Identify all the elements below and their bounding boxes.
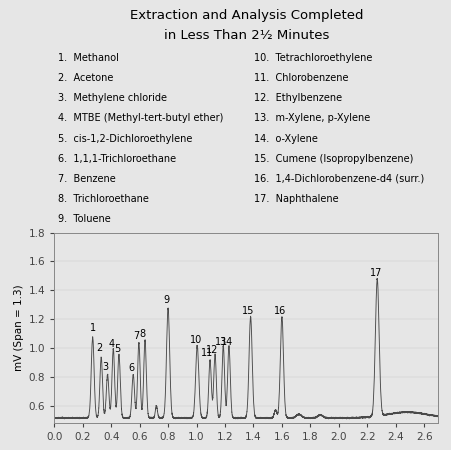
Text: Extraction and Analysis Completed: Extraction and Analysis Completed: [129, 9, 362, 22]
Text: 15.  Cumene (Isopropylbenzene): 15. Cumene (Isopropylbenzene): [253, 154, 413, 164]
Text: 9.  Toluene: 9. Toluene: [58, 214, 110, 224]
Text: 2: 2: [96, 343, 102, 353]
Text: 2.  Acetone: 2. Acetone: [58, 73, 113, 83]
Text: 15: 15: [242, 306, 254, 315]
Text: 7.  Benzene: 7. Benzene: [58, 174, 115, 184]
Text: 4.  MTBE (Methyl-tert-butyl ether): 4. MTBE (Methyl-tert-butyl ether): [58, 113, 223, 123]
Text: 9: 9: [163, 295, 169, 306]
Text: 13.  m-Xylene, p-Xylene: 13. m-Xylene, p-Xylene: [253, 113, 369, 123]
Text: 1.  Methanol: 1. Methanol: [58, 53, 119, 63]
Y-axis label: mV (Span = 1.3): mV (Span = 1.3): [14, 284, 24, 371]
Text: 11: 11: [201, 348, 213, 358]
Text: 5: 5: [114, 344, 120, 354]
Text: 12.  Ethylbenzene: 12. Ethylbenzene: [253, 93, 341, 103]
Text: 8: 8: [139, 329, 146, 339]
Text: 8.  Trichloroethane: 8. Trichloroethane: [58, 194, 149, 204]
Text: 16: 16: [274, 306, 286, 315]
Text: in Less Than 2½ Minutes: in Less Than 2½ Minutes: [163, 29, 328, 42]
Text: 16.  1,4-Dichlorobenzene-d4 (surr.): 16. 1,4-Dichlorobenzene-d4 (surr.): [253, 174, 423, 184]
Text: 14: 14: [221, 337, 233, 347]
Text: 17: 17: [369, 268, 382, 278]
Text: 12: 12: [206, 345, 218, 355]
Text: 10: 10: [190, 335, 202, 345]
Text: 1: 1: [89, 323, 96, 333]
Text: 10.  Tetrachloroethylene: 10. Tetrachloroethylene: [253, 53, 372, 63]
Text: 17.  Naphthalene: 17. Naphthalene: [253, 194, 338, 204]
Text: 6.  1,1,1-Trichloroethane: 6. 1,1,1-Trichloroethane: [58, 154, 176, 164]
Text: 5.  cis-1,2-Dichloroethylene: 5. cis-1,2-Dichloroethylene: [58, 134, 192, 144]
Text: 3.  Methylene chloride: 3. Methylene chloride: [58, 93, 167, 103]
Text: 11.  Chlorobenzene: 11. Chlorobenzene: [253, 73, 348, 83]
Text: 3: 3: [102, 363, 108, 373]
Text: 14.  o-Xylene: 14. o-Xylene: [253, 134, 317, 144]
Text: 4: 4: [108, 339, 114, 349]
Text: 7: 7: [133, 332, 140, 342]
Text: 13: 13: [215, 337, 227, 347]
Text: 6: 6: [128, 363, 134, 373]
